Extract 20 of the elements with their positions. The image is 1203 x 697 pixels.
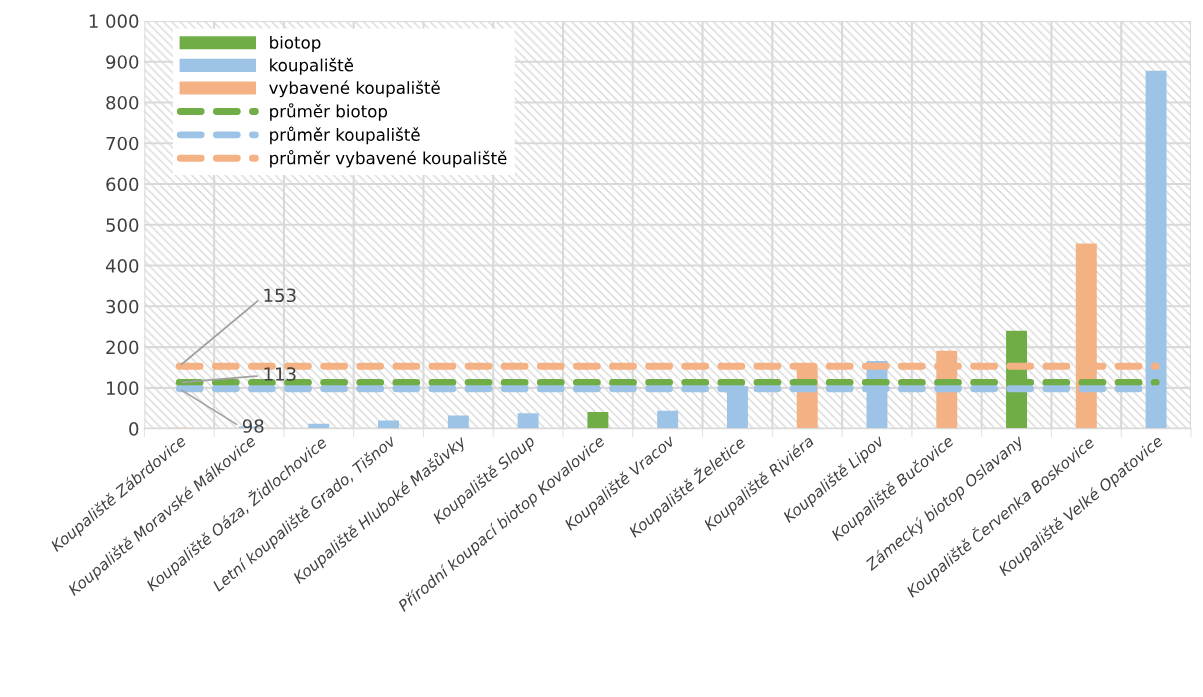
- y-tick-label: 100: [107, 381, 139, 395]
- y-tick-label: 0: [129, 422, 139, 436]
- annotation: 153: [264, 288, 296, 303]
- annotation: 98: [242, 419, 264, 433]
- legend-label: průměr vybavené koupaliště: [270, 150, 507, 168]
- y-tick-label: 200: [106, 340, 139, 355]
- legend-label: průměr koupaliště: [270, 126, 420, 145]
- legend-label: vybavené koupaliště: [269, 80, 440, 98]
- y-tick-label: 1 000: [89, 14, 139, 29]
- y-tick-label: 600: [106, 177, 139, 192]
- y-tick-label: 500: [106, 218, 139, 232]
- y-tick-label: 400: [105, 259, 139, 273]
- y-tick-label: 300: [106, 299, 139, 314]
- y-tick-label: 900: [106, 55, 139, 69]
- legend-label: průměr biotop: [270, 103, 388, 121]
- annotation: 113: [264, 367, 296, 381]
- legend-label: koupaliště: [270, 57, 354, 75]
- legend-label: biotop: [270, 35, 321, 53]
- y-tick-label: 800: [106, 95, 139, 110]
- y-tick-label: 700: [106, 136, 139, 151]
